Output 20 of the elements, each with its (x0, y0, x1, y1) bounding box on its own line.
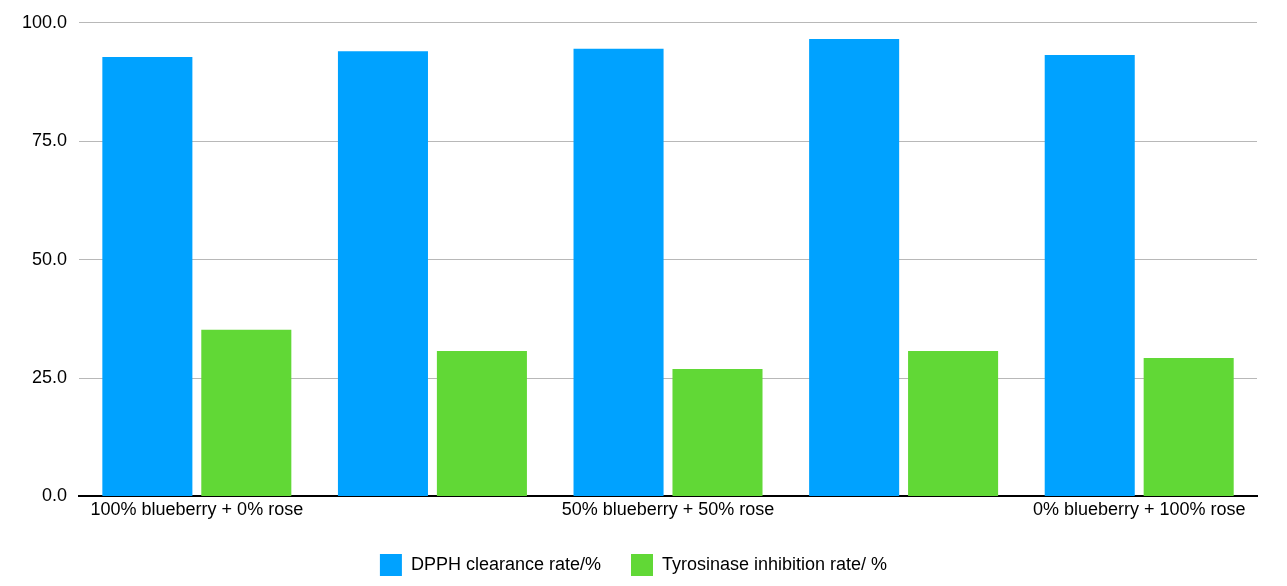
x-tick-label: 0% blueberry + 100% rose (1032, 499, 1246, 520)
y-tick-label: 0.0 (42, 485, 68, 506)
bar (337, 51, 428, 496)
bar (436, 351, 527, 496)
bar (672, 369, 763, 496)
y-tick-label: 50.0 (32, 248, 68, 269)
y-tick-label: 75.0 (32, 130, 68, 151)
y-tick-label: 100.0 (22, 11, 68, 32)
bar (1143, 358, 1234, 496)
bar (908, 351, 999, 496)
x-tick-label: 50% blueberry + 50% rose (561, 499, 775, 520)
bar (809, 38, 900, 496)
bar (102, 56, 193, 496)
y-tick-label: 25.0 (32, 366, 68, 387)
bar (201, 329, 292, 496)
bar (573, 48, 664, 496)
x-tick-label: 100% blueberry + 0% rose (90, 499, 304, 520)
legend-label: DPPH clearance rate/% (410, 553, 601, 574)
legend-label: Tyrosinase inhibition rate/ % (661, 553, 888, 574)
bar (1044, 55, 1135, 496)
